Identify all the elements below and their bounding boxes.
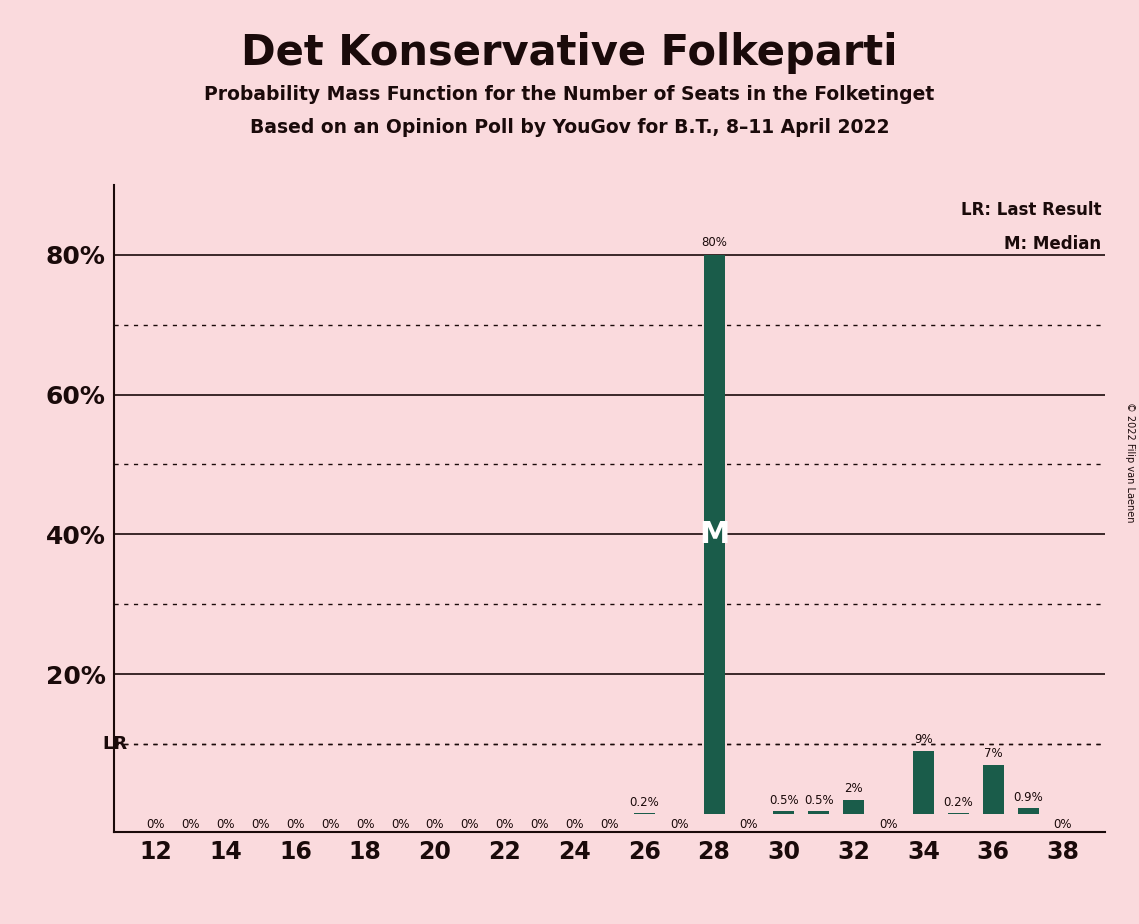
- Text: 0%: 0%: [426, 818, 444, 831]
- Text: 0%: 0%: [321, 818, 339, 831]
- Bar: [1017, 808, 1039, 814]
- Text: Probability Mass Function for the Number of Seats in the Folketinget: Probability Mass Function for the Number…: [204, 85, 935, 104]
- Text: 0.2%: 0.2%: [943, 796, 973, 809]
- Text: 0.5%: 0.5%: [769, 794, 798, 808]
- Text: 0%: 0%: [147, 818, 165, 831]
- Text: 0%: 0%: [495, 818, 514, 831]
- Text: 0%: 0%: [879, 818, 898, 831]
- Text: M: Median: M: Median: [1005, 235, 1101, 253]
- Text: 2%: 2%: [844, 782, 863, 795]
- Bar: [633, 813, 655, 814]
- Text: 0%: 0%: [531, 818, 549, 831]
- Text: 0.9%: 0.9%: [1014, 791, 1043, 804]
- Text: 0%: 0%: [600, 818, 618, 831]
- Bar: [809, 810, 829, 814]
- Text: 9%: 9%: [915, 733, 933, 746]
- Text: 0%: 0%: [181, 818, 200, 831]
- Text: 80%: 80%: [702, 237, 727, 249]
- Text: LR: LR: [103, 736, 128, 753]
- Text: 0%: 0%: [391, 818, 409, 831]
- Bar: [948, 813, 969, 814]
- Text: Det Konservative Folkeparti: Det Konservative Folkeparti: [241, 32, 898, 74]
- Text: © 2022 Filip van Laenen: © 2022 Filip van Laenen: [1125, 402, 1134, 522]
- Bar: [773, 810, 794, 814]
- Text: 0%: 0%: [286, 818, 304, 831]
- Text: M: M: [699, 520, 729, 549]
- Text: 0%: 0%: [216, 818, 235, 831]
- Bar: [704, 255, 724, 814]
- Text: 0.5%: 0.5%: [804, 794, 834, 808]
- Bar: [843, 800, 865, 814]
- Text: 0.2%: 0.2%: [630, 796, 659, 809]
- Text: 7%: 7%: [984, 747, 1002, 760]
- Text: Based on an Opinion Poll by YouGov for B.T., 8–11 April 2022: Based on an Opinion Poll by YouGov for B…: [249, 118, 890, 138]
- Text: 0%: 0%: [355, 818, 375, 831]
- Text: 0%: 0%: [1054, 818, 1072, 831]
- Text: 0%: 0%: [460, 818, 480, 831]
- Text: 0%: 0%: [565, 818, 583, 831]
- Text: LR: Last Result: LR: Last Result: [961, 201, 1101, 219]
- Bar: [913, 751, 934, 814]
- Text: 0%: 0%: [670, 818, 688, 831]
- Bar: [983, 765, 1003, 814]
- Text: 0%: 0%: [252, 818, 270, 831]
- Text: 0%: 0%: [739, 818, 759, 831]
